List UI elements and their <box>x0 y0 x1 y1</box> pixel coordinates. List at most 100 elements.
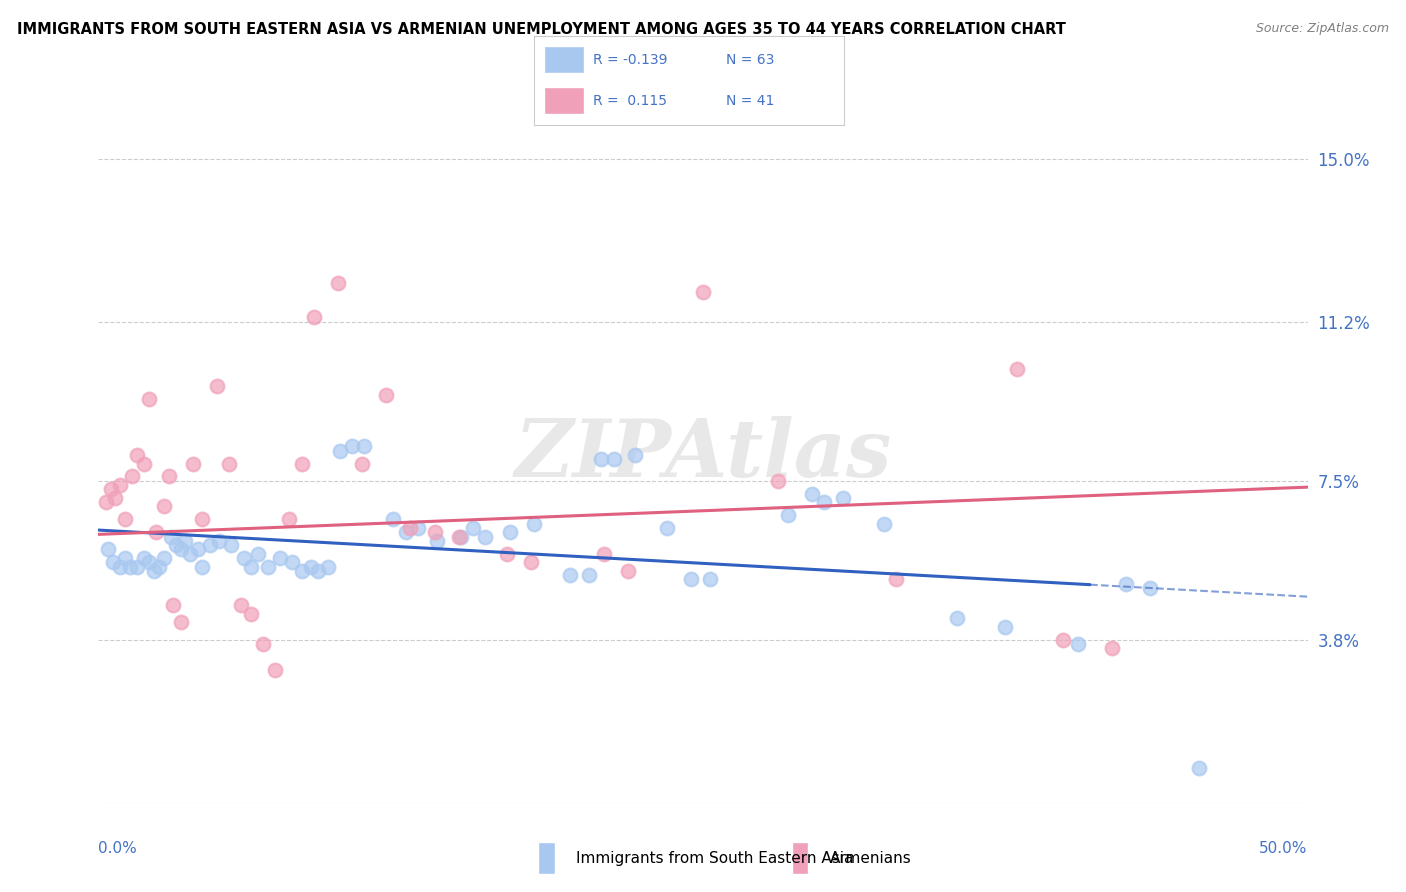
Point <box>399 521 422 535</box>
Point <box>114 512 136 526</box>
Text: ZIPAtlas: ZIPAtlas <box>515 417 891 493</box>
Point <box>308 564 330 578</box>
Point <box>160 529 183 543</box>
Point <box>617 564 640 578</box>
Point <box>143 564 166 578</box>
Point <box>118 559 141 574</box>
Point <box>813 495 835 509</box>
Point <box>679 573 702 587</box>
Point <box>447 529 470 543</box>
Point <box>523 516 546 531</box>
Point <box>208 533 231 548</box>
Text: Source: ZipAtlas.com: Source: ZipAtlas.com <box>1256 22 1389 36</box>
Point <box>127 448 149 462</box>
Point <box>800 486 823 500</box>
Point <box>1007 362 1029 376</box>
Point <box>946 611 969 625</box>
Point <box>342 439 364 453</box>
Point <box>104 491 127 505</box>
Point <box>406 521 429 535</box>
Point <box>776 508 799 522</box>
Point <box>264 663 287 677</box>
Point <box>247 547 270 561</box>
Point <box>316 559 339 574</box>
Text: Immigrants from South Eastern Asia: Immigrants from South Eastern Asia <box>576 851 853 865</box>
Point <box>474 529 496 543</box>
Point <box>198 538 221 552</box>
Point <box>114 551 136 566</box>
FancyBboxPatch shape <box>544 87 583 114</box>
Point <box>121 469 143 483</box>
Point <box>169 542 191 557</box>
Point <box>375 388 398 402</box>
Point <box>152 500 174 514</box>
Point <box>873 516 896 531</box>
Point <box>94 495 117 509</box>
Text: R = -0.139: R = -0.139 <box>593 53 668 67</box>
Text: 50.0%: 50.0% <box>1260 841 1308 856</box>
Point <box>108 478 131 492</box>
Text: N = 41: N = 41 <box>725 94 775 108</box>
Point <box>423 525 446 540</box>
Point <box>174 533 197 548</box>
Point <box>256 559 278 574</box>
Point <box>498 525 520 540</box>
Point <box>162 599 184 613</box>
Point <box>269 551 291 566</box>
Point <box>592 547 614 561</box>
Point <box>353 439 375 453</box>
Point <box>994 620 1017 634</box>
Point <box>591 452 613 467</box>
Point <box>382 512 405 526</box>
Point <box>232 551 254 566</box>
Point <box>290 457 312 471</box>
Text: R =  0.115: R = 0.115 <box>593 94 666 108</box>
Point <box>578 568 600 582</box>
Point <box>281 555 304 569</box>
Point <box>218 457 240 471</box>
Text: N = 63: N = 63 <box>725 53 775 67</box>
Point <box>496 547 519 561</box>
Point <box>302 310 325 325</box>
Point <box>394 525 416 540</box>
Text: Armenians: Armenians <box>830 851 911 865</box>
Text: IMMIGRANTS FROM SOUTH EASTERN ASIA VS ARMENIAN UNEMPLOYMENT AMONG AGES 35 TO 44 : IMMIGRANTS FROM SOUTH EASTERN ASIA VS AR… <box>17 22 1066 37</box>
Point <box>229 599 252 613</box>
Point <box>1101 641 1123 656</box>
Point <box>1115 576 1137 591</box>
Point <box>239 559 262 574</box>
Point <box>138 555 160 569</box>
Point <box>108 559 131 574</box>
Point <box>558 568 581 582</box>
Point <box>832 491 855 505</box>
Point <box>169 615 191 630</box>
Point <box>152 551 174 566</box>
Point <box>692 285 714 299</box>
Point <box>1188 761 1211 775</box>
Point <box>101 555 124 569</box>
Point <box>766 474 789 488</box>
Point <box>655 521 678 535</box>
Point <box>145 525 167 540</box>
Point <box>699 573 721 587</box>
Point <box>165 538 187 552</box>
Point <box>221 538 243 552</box>
Point <box>191 512 214 526</box>
Point <box>463 521 485 535</box>
Point <box>97 542 120 557</box>
Point <box>350 457 373 471</box>
Point <box>426 533 449 548</box>
Point <box>1052 632 1074 647</box>
Point <box>520 555 543 569</box>
Point <box>329 443 352 458</box>
Point <box>148 559 170 574</box>
Point <box>239 607 262 621</box>
Text: 0.0%: 0.0% <box>98 841 138 856</box>
Point <box>1139 581 1161 595</box>
Point <box>278 512 301 526</box>
Point <box>127 559 149 574</box>
Point <box>134 551 156 566</box>
Point <box>252 637 274 651</box>
Point <box>450 529 472 543</box>
Point <box>187 542 209 557</box>
